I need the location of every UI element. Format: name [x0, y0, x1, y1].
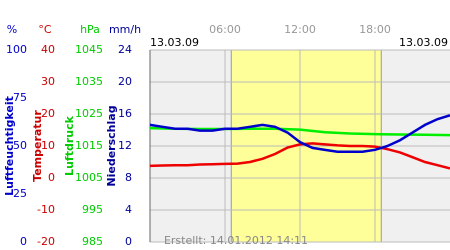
series-line: [149, 142, 450, 170]
y-tick-label: 1045: [75, 43, 103, 56]
y-tick-label: 12: [118, 139, 132, 152]
y-tick-label: 4: [125, 203, 132, 216]
axis-title: Luftfeuchtigkeit: [3, 96, 16, 196]
y-tick-label: 995: [82, 203, 103, 216]
date-right: 13.03.09: [399, 36, 448, 49]
axis-unit: hPa: [80, 23, 100, 36]
series-line: [149, 114, 450, 154]
y-tick-label: 1035: [75, 75, 103, 88]
axis-title: Temperatur: [31, 110, 44, 182]
y-tick-label: 0: [125, 235, 132, 248]
y-tick-label: 8: [125, 171, 132, 184]
axis-unit: °C: [38, 23, 52, 36]
y-tick-label: 30: [41, 75, 55, 88]
series-line: [149, 126, 450, 137]
y-tick-label: 24: [118, 43, 132, 56]
axis-title: Luftdruck: [63, 115, 76, 176]
axis-unit: mm/h: [109, 23, 141, 36]
y-tick-label: -20: [37, 235, 55, 248]
y-tick-label: 1005: [75, 171, 103, 184]
y-tick-label: -10: [37, 203, 55, 216]
y-tick-label: 75: [13, 91, 27, 104]
y-tick-label: 16: [118, 107, 132, 120]
y-tick-label: 100: [6, 43, 27, 56]
y-tick-label: 1015: [75, 139, 103, 152]
y-tick-label: 10: [41, 139, 55, 152]
axis-title: Niederschlag: [105, 105, 118, 186]
y-tick-label: 20: [118, 75, 132, 88]
date-left: 13.03.09: [150, 36, 199, 49]
y-tick-label: 1025: [75, 107, 103, 120]
axis-unit: %: [7, 23, 17, 36]
x-tick-label: 06:00: [209, 23, 241, 36]
x-tick-label: 18:00: [359, 23, 391, 36]
y-tick-label: 25: [13, 187, 27, 200]
footer: Erstellt: 14.01.2012 14:11: [164, 234, 308, 247]
y-tick-label: 20: [41, 107, 55, 120]
x-tick-label: 12:00: [284, 23, 316, 36]
y-tick-label: 0: [20, 235, 27, 248]
y-tick-label: 0: [48, 171, 55, 184]
y-tick-label: 985: [82, 235, 103, 248]
y-tick-label: 50: [13, 139, 27, 152]
y-tick-label: 40: [41, 43, 55, 56]
